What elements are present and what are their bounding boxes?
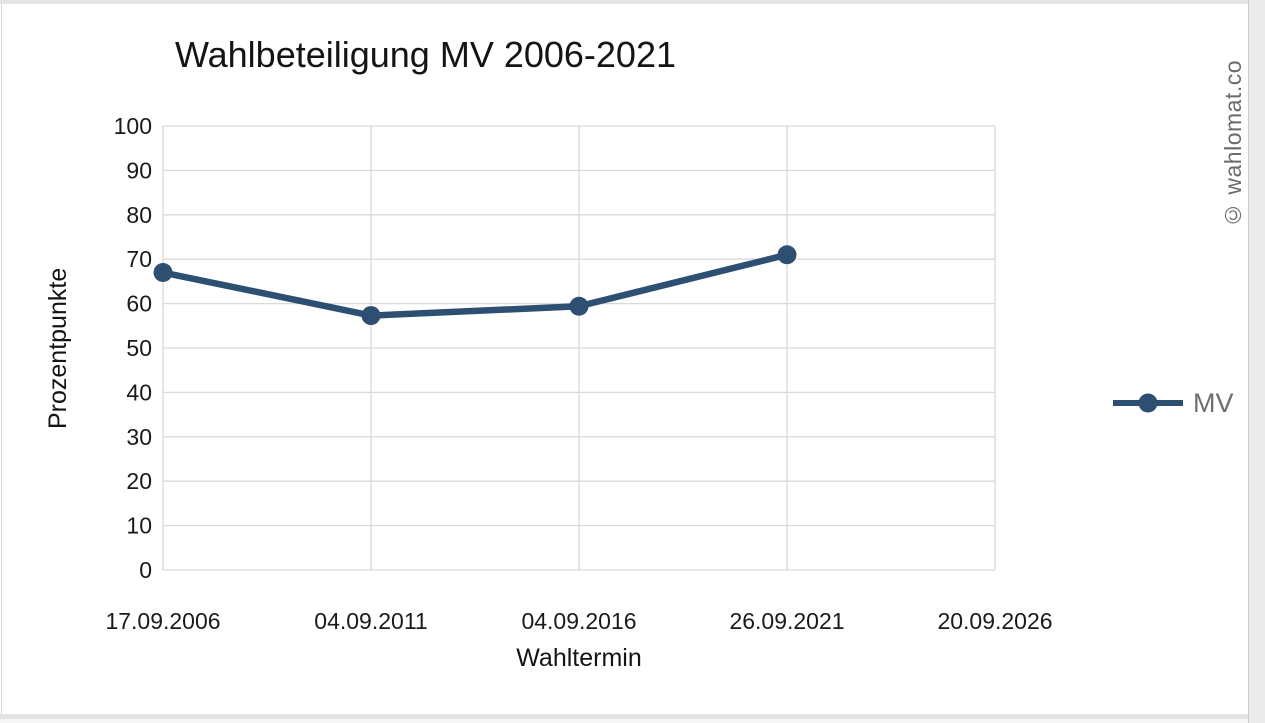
y-tick-label: 0 (139, 557, 152, 583)
data-point (153, 263, 173, 283)
x-tick-label: 04.09.2016 (521, 608, 636, 634)
right-border-line (1248, 0, 1249, 723)
top-border-strip (0, 0, 1265, 4)
left-border-line (1, 4, 2, 714)
y-tick-label: 90 (126, 157, 152, 183)
data-point (777, 245, 797, 265)
y-tick-label: 50 (126, 335, 152, 361)
x-axis-title: Wahltermin (516, 644, 642, 672)
legend: MV (1110, 388, 1234, 418)
data-point (569, 296, 589, 316)
x-tick-label: 17.09.2006 (105, 608, 220, 634)
x-tick-label: 26.09.2021 (729, 608, 844, 634)
y-tick-label: 30 (126, 424, 152, 450)
y-tick-label: 40 (126, 379, 152, 405)
y-tick-label: 20 (126, 468, 152, 494)
y-tick-label: 10 (126, 513, 152, 539)
right-gutter (1249, 0, 1265, 723)
legend-label: MV (1193, 387, 1234, 418)
y-tick-label: 80 (126, 202, 152, 228)
bottom-border-strip (0, 714, 1265, 719)
y-tick-label: 70 (126, 246, 152, 272)
y-tick-label: 100 (114, 113, 152, 139)
legend-line-marker-icon (1113, 393, 1183, 413)
x-tick-label: 20.09.2026 (937, 608, 1052, 634)
y-tick-label: 60 (126, 291, 152, 317)
series-line-mv (159, 251, 791, 319)
chart-title: Wahlbeteiligung MV 2006-2021 (175, 34, 676, 75)
bottom-margin (0, 719, 1265, 723)
x-tick-label: 04.09.2011 (314, 608, 427, 634)
data-point (361, 306, 381, 326)
